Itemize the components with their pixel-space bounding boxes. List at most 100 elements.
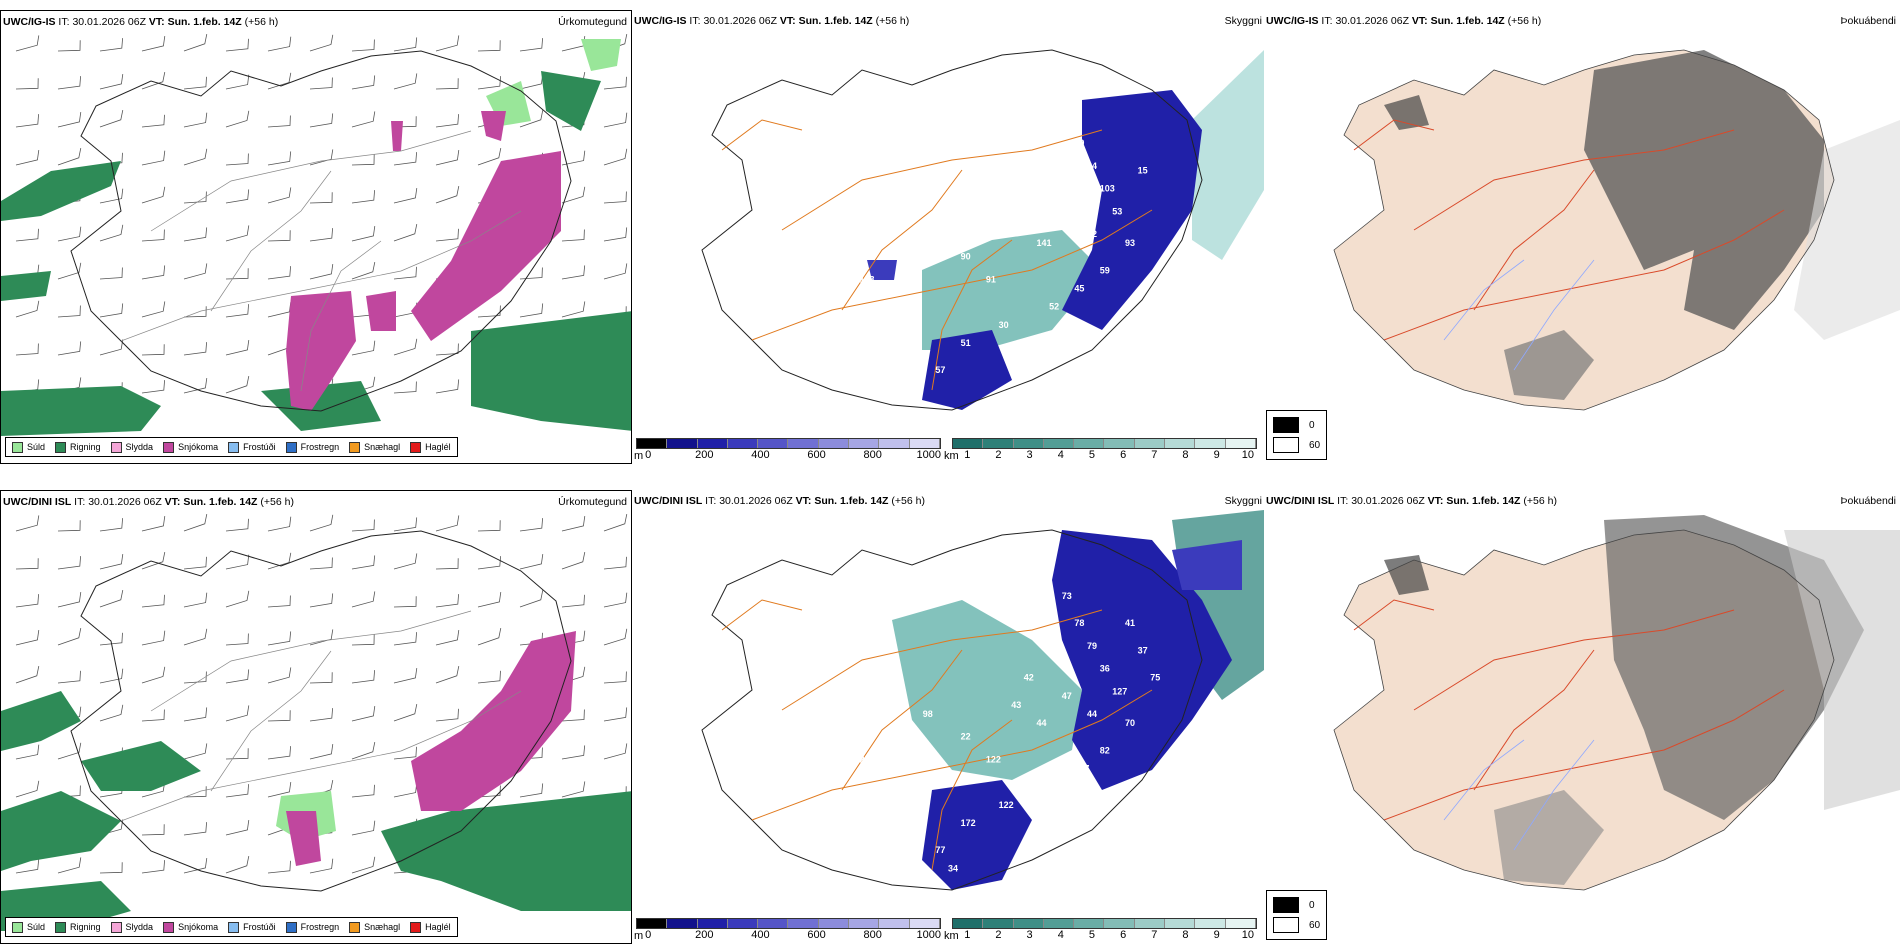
wind-barb	[477, 556, 501, 570]
wind-barb	[477, 670, 501, 684]
cloud-base-value: 44	[1087, 709, 1097, 719]
cloud-base-value: 45	[1074, 284, 1084, 294]
wind-barb	[435, 114, 459, 128]
cloud-base-value: 57	[935, 365, 945, 375]
cloud-base-value: 43	[1011, 700, 1021, 710]
scale-color-step	[909, 919, 940, 928]
scale-tick-label: 6	[1120, 929, 1127, 941]
wind-barb	[561, 301, 586, 318]
wind-barb	[15, 35, 40, 52]
precip-legend-swatch	[349, 441, 361, 453]
scale-color-step	[637, 919, 668, 928]
wind-barb	[435, 379, 460, 394]
wind-barb	[141, 344, 165, 356]
scale-color-step	[1225, 919, 1256, 928]
cloud-map: 24 25 64 58 45 49 84 103 103 147 153 141 12 52 53 93 59 4…	[701, 49, 1264, 411]
wind-barb	[183, 514, 208, 532]
cloud-base-value: 85	[885, 732, 895, 742]
wind-barb	[183, 76, 207, 90]
precip-legend-swatch	[110, 441, 122, 453]
wind-barb	[351, 591, 376, 608]
wind-barb	[15, 114, 39, 128]
wind-barb	[309, 77, 333, 90]
scale-tick-label: 400	[751, 929, 770, 941]
fog-area-south	[1494, 790, 1604, 885]
wind-barb	[99, 110, 124, 128]
precip-legend-item: Snæhagl	[349, 441, 400, 453]
cloud-base-value: 47	[1062, 691, 1072, 701]
cloud-base-value: 103	[1100, 184, 1115, 194]
precip-legend-item: Súld	[12, 921, 45, 933]
scale-tick-label: 400	[751, 449, 770, 461]
wind-barb	[603, 556, 627, 570]
precip-legend-item: Rigning	[55, 921, 101, 933]
wind-barb	[267, 151, 292, 166]
wind-barb	[435, 150, 460, 166]
wind-barb	[57, 857, 82, 874]
wind-barb	[603, 592, 628, 608]
scale-color-step	[1013, 439, 1044, 448]
precip-legend-label: Snjókoma	[178, 922, 219, 932]
rain-area-west	[1, 691, 201, 871]
wind-barb	[561, 516, 586, 532]
wind-barb	[267, 552, 292, 570]
precip-legend-swatch	[410, 921, 422, 933]
height-unit: m	[634, 930, 644, 942]
wind-barb	[435, 708, 459, 722]
wind-barb	[351, 190, 375, 204]
wind-barb	[309, 514, 334, 532]
cloud-base-value: 84	[1087, 161, 1097, 171]
wind-barb	[15, 630, 40, 646]
precip-legend-label: Slydda	[125, 922, 154, 932]
rain-area-east	[541, 71, 601, 131]
wind-barb	[351, 226, 376, 242]
wind-barb	[15, 594, 39, 608]
precip-legend-swatch	[55, 921, 67, 933]
wind-barb	[99, 339, 124, 356]
wind-barb	[99, 74, 124, 90]
precip-legend-item: Frostúði	[228, 921, 276, 933]
scale-color-step	[788, 919, 819, 928]
scale-tick-label: 0	[645, 449, 652, 461]
roads	[1353, 599, 1785, 821]
wind-barb	[393, 596, 417, 608]
wind-barb	[309, 228, 333, 242]
cloud-base-value: 79	[1087, 641, 1097, 651]
wind-barb	[561, 594, 585, 608]
scale-color-step	[1074, 439, 1105, 448]
wind-barb	[225, 705, 250, 722]
cloud-base-value: 22	[961, 732, 971, 742]
precip-legend-label: Frostúði	[243, 922, 276, 932]
wind-barb	[141, 36, 166, 52]
scale-color-step	[1195, 919, 1226, 928]
wind-barb	[477, 40, 501, 52]
scale-color-step	[879, 439, 910, 448]
cloud-base-numbers: 24 25 64 58 45 49 84 103 103 147 153 141 12 52 53 93 59 4…	[860, 93, 1148, 403]
wind-barb	[141, 516, 166, 532]
precip-type-legend: Súld Rigning Slydda Snjókoma Frostúði Frostre…	[5, 917, 458, 937]
wind-barb	[99, 590, 124, 608]
cloud-base-value: 153	[1011, 220, 1026, 230]
wind-barb	[351, 856, 376, 874]
precip-legend-swatch	[55, 441, 67, 453]
wind-barb	[57, 628, 82, 646]
wind-barb	[99, 267, 123, 280]
cloud-base-value: 221	[860, 754, 875, 764]
cloud-base-area-west	[867, 260, 897, 280]
wind-barb	[141, 265, 166, 280]
wind-barb	[141, 860, 165, 874]
scale-color-step	[1074, 919, 1105, 928]
roads	[721, 599, 1153, 871]
cloud-base-value: 5	[885, 854, 890, 864]
cloud-base-value: 41	[1125, 618, 1135, 628]
wind-barb	[435, 35, 460, 52]
precip-legend-item: Snæhagl	[349, 921, 400, 933]
wind-barb	[225, 268, 249, 280]
wind-barb	[225, 633, 249, 646]
scale-tick-label: 8	[1182, 929, 1189, 941]
cloud-base-value: 78	[1074, 618, 1084, 628]
roads	[721, 119, 1153, 391]
visibility-unit: km	[944, 450, 959, 462]
wind-barb	[267, 302, 292, 318]
low-visibility-area	[922, 230, 1102, 350]
